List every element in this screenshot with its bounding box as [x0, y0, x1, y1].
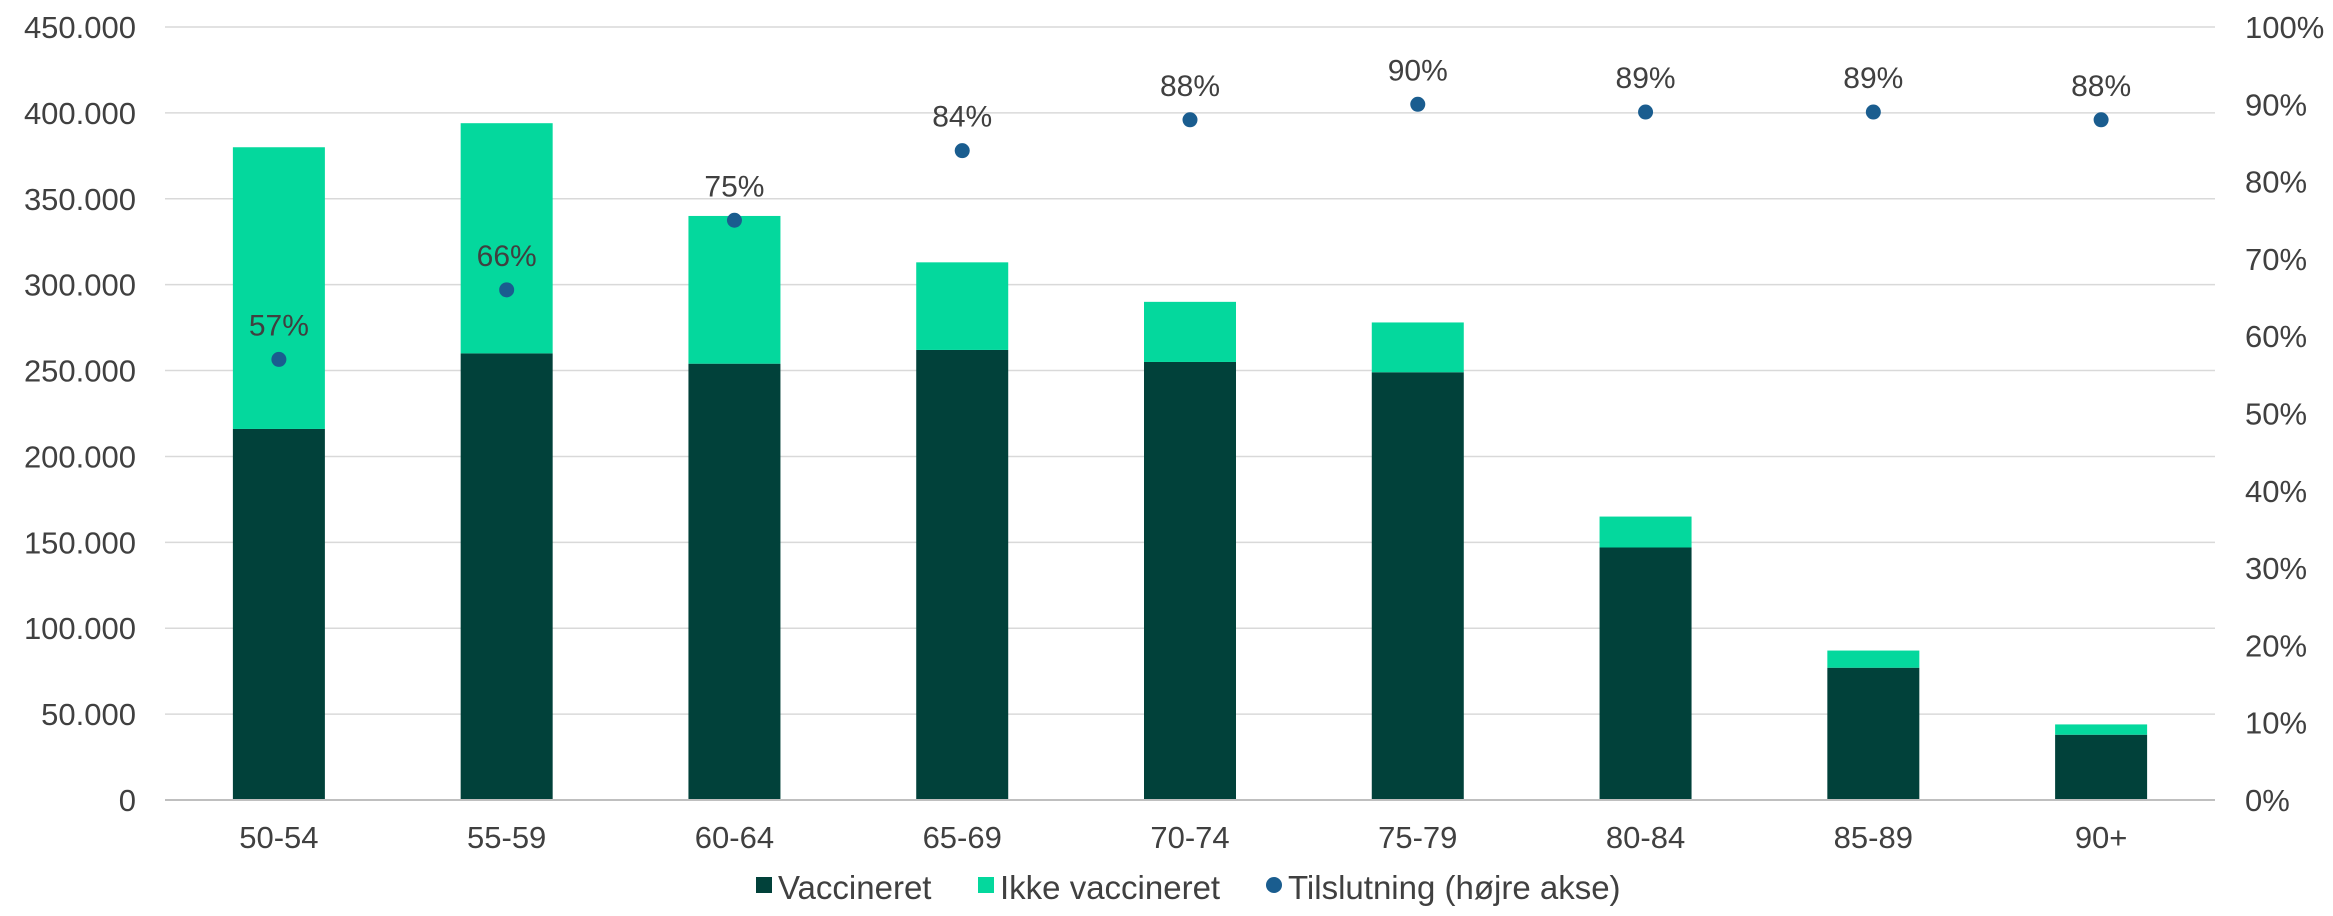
- bar-ikke-vaccineret: [916, 262, 1009, 350]
- left-tick-label: 0: [119, 783, 136, 818]
- tilslutning-label: 89%: [1616, 62, 1676, 95]
- right-tick-label: 0%: [2245, 783, 2290, 818]
- left-tick-label: 350.000: [24, 182, 136, 217]
- tilslutning-label: 84%: [932, 101, 992, 134]
- bar-ikke-vaccineret: [1827, 650, 1920, 668]
- tilslutning-point: [726, 212, 742, 228]
- bar-ikke-vaccineret: [1599, 516, 1692, 548]
- bar-vaccineret: [1371, 372, 1464, 800]
- legend-label: Vaccineret: [778, 869, 931, 906]
- left-tick-label: 400.000: [24, 96, 136, 131]
- tilslutning-label: 88%: [1160, 70, 1220, 103]
- tilslutning-label: 89%: [1843, 62, 1903, 95]
- legend-label: Tilslutning (højre akse): [1288, 869, 1621, 906]
- legend-swatch: [756, 877, 772, 893]
- bar-vaccineret: [232, 428, 325, 800]
- bar-vaccineret: [1599, 547, 1692, 800]
- tilslutning-label: 66%: [477, 240, 537, 273]
- bar-ikke-vaccineret: [232, 147, 325, 429]
- bar-vaccineret: [2055, 734, 2148, 800]
- x-tick-label: 65-69: [923, 820, 1002, 855]
- tilslutning-point: [1182, 112, 1198, 128]
- left-tick-label: 450.000: [24, 10, 136, 45]
- right-tick-label: 40%: [2245, 474, 2307, 509]
- tilslutning-point: [2093, 112, 2109, 128]
- right-tick-label: 80%: [2245, 165, 2307, 200]
- bar-vaccineret: [916, 349, 1009, 800]
- bar-vaccineret: [1827, 667, 1920, 800]
- legend-label: Ikke vaccineret: [1000, 869, 1220, 906]
- right-tick-label: 50%: [2245, 397, 2307, 432]
- bar-vaccineret: [1144, 361, 1236, 800]
- bar-ikke-vaccineret: [1371, 322, 1464, 373]
- left-axis-ticks: 0 50.000 100.000 150.000 200.000 250.000 300.0…: [24, 10, 136, 818]
- right-tick-label: 70%: [2245, 242, 2307, 277]
- tilslutning-label: 57%: [249, 309, 309, 342]
- x-tick-label: 70-74: [1150, 820, 1229, 855]
- x-tick-label: 90+: [2075, 820, 2128, 855]
- bar-ikke-vaccineret: [460, 123, 553, 354]
- tilslutning-point: [1638, 104, 1654, 120]
- tilslutning-label: 90%: [1388, 54, 1448, 87]
- tilslutning-label: 88%: [2071, 70, 2131, 103]
- left-tick-label: 250.000: [24, 354, 136, 389]
- bar-vaccineret: [688, 363, 781, 800]
- x-tick-label: 85-89: [1834, 820, 1913, 855]
- bar-ikke-vaccineret: [688, 215, 781, 364]
- tilslutning-point: [954, 143, 970, 159]
- right-tick-label: 20%: [2245, 628, 2307, 663]
- tilslutning-point: [271, 351, 287, 367]
- left-tick-label: 50.000: [41, 697, 136, 732]
- right-tick-label: 60%: [2245, 319, 2307, 354]
- x-tick-label: 50-54: [239, 820, 318, 855]
- left-tick-label: 300.000: [24, 268, 136, 303]
- x-tick-label: 55-59: [467, 820, 546, 855]
- left-tick-label: 200.000: [24, 439, 136, 474]
- tilslutning-points: 57% 66% 75% 84% 88% 90% 89% 89% 88%: [249, 54, 2131, 367]
- x-tick-label: 80-84: [1606, 820, 1685, 855]
- x-axis-ticks: 50-54 55-59 60-64 65-69 70-74 75-79 80-84 85-89…: [239, 820, 2127, 855]
- tilslutning-point: [1865, 104, 1881, 120]
- bar-ikke-vaccineret: [2055, 724, 2148, 735]
- left-tick-label: 100.000: [24, 611, 136, 646]
- tilslutning-label: 75%: [704, 170, 764, 203]
- x-tick-label: 75-79: [1378, 820, 1457, 855]
- right-tick-label: 30%: [2245, 551, 2307, 586]
- legend-swatch: [978, 877, 994, 893]
- right-tick-label: 90%: [2245, 87, 2307, 122]
- right-tick-label: 10%: [2245, 706, 2307, 741]
- right-tick-label: 100%: [2245, 10, 2324, 45]
- left-tick-label: 150.000: [24, 525, 136, 560]
- tilslutning-point: [499, 282, 515, 298]
- bars: [232, 123, 2148, 800]
- tilslutning-point: [1410, 96, 1426, 112]
- legend-swatch: [1266, 877, 1282, 893]
- bar-vaccineret: [460, 353, 553, 800]
- right-axis-ticks: 0% 10% 20% 30% 40% 50% 60% 70% 80% 90% 100%: [2245, 10, 2324, 818]
- x-tick-label: 60-64: [695, 820, 774, 855]
- legend: Vaccineret Ikke vaccineret Tilslutning (hø…: [756, 869, 1621, 906]
- bar-ikke-vaccineret: [1144, 301, 1236, 362]
